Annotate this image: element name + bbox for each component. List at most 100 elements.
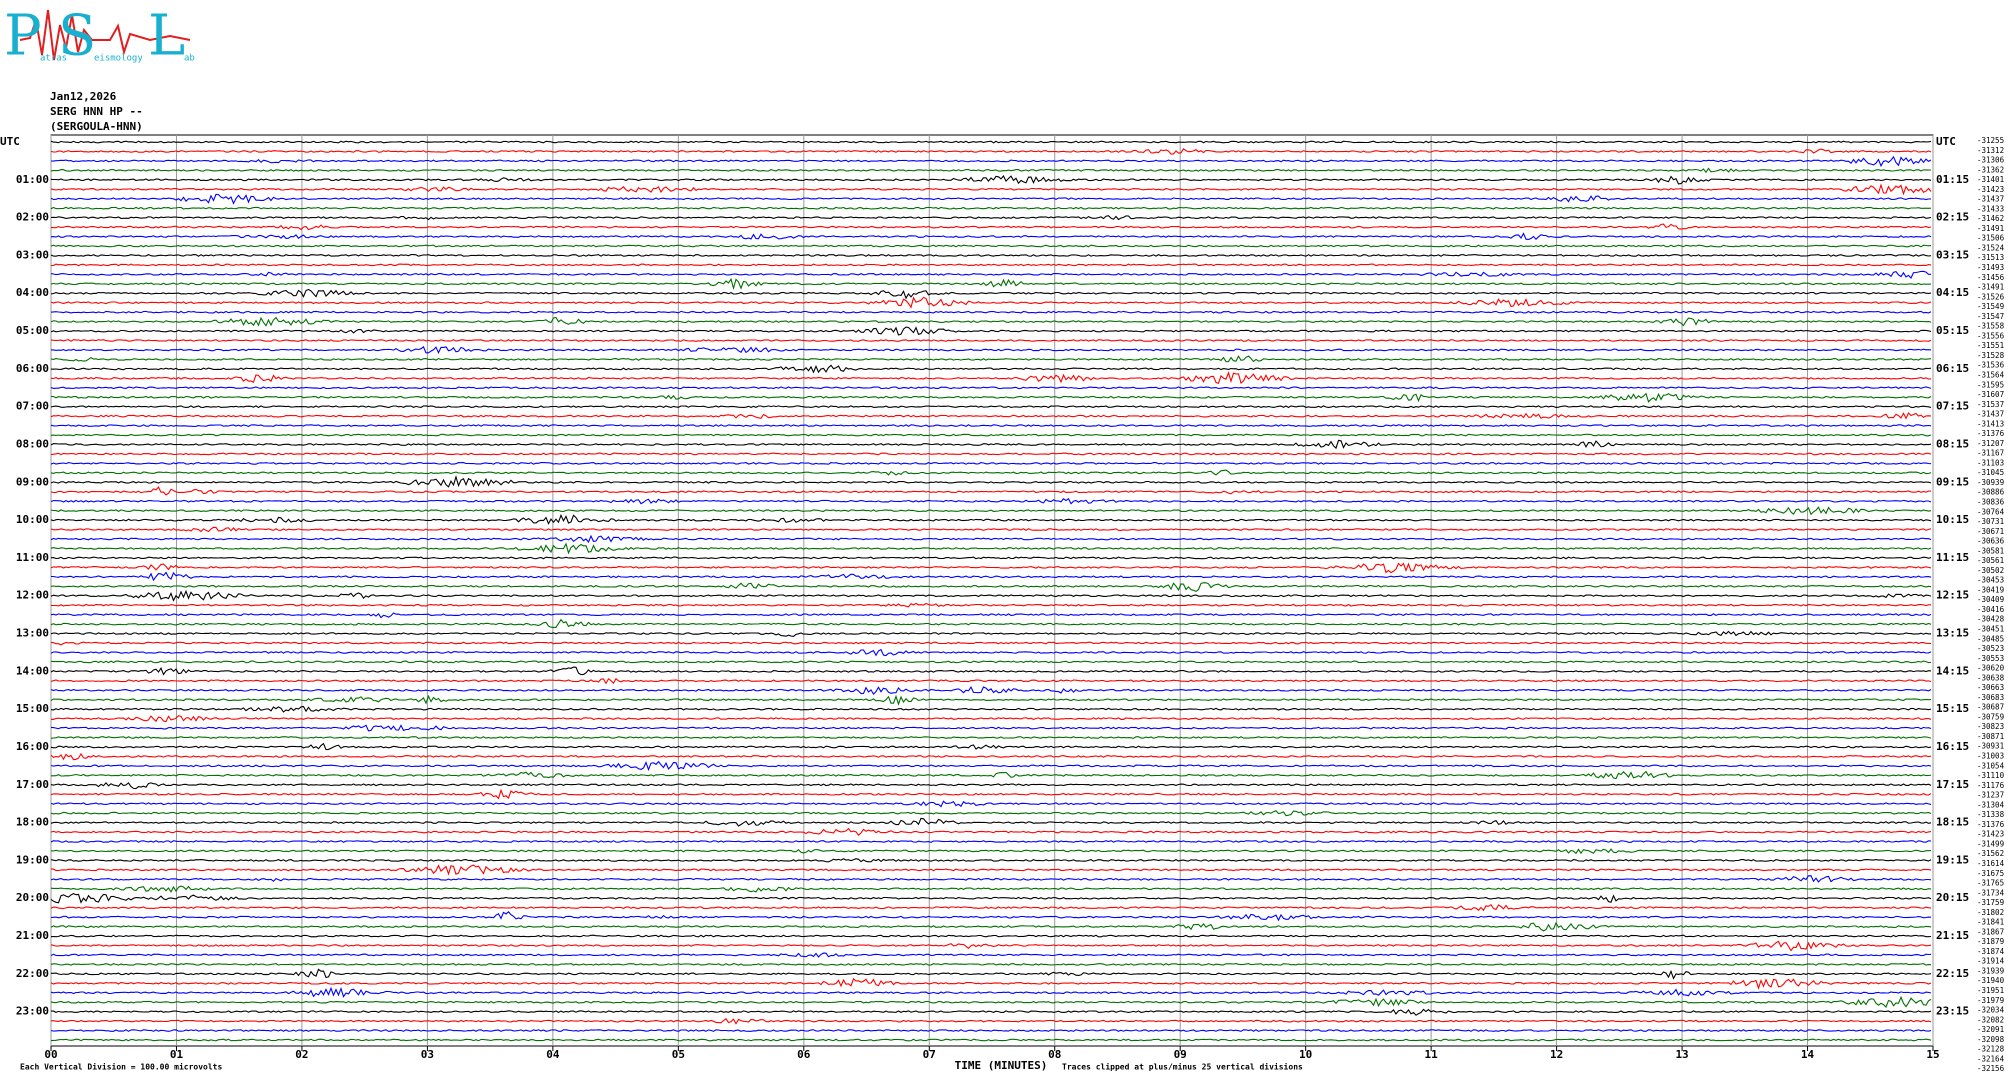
trace-offset-label: -31456 (1977, 273, 2005, 282)
header-station: (SERGOULA-HNN) (50, 120, 143, 133)
trace (50, 977, 1932, 990)
left-time-label: 12:00 (16, 589, 49, 602)
trace-offset-label: -31551 (1977, 341, 2004, 350)
trace-offset-label: -30663 (1977, 683, 2004, 692)
logo-letter: L (148, 4, 185, 69)
trace (51, 770, 1932, 780)
trace (50, 339, 1932, 342)
logo-letter: P (4, 4, 42, 69)
left-time-label: 01:00 (16, 173, 49, 186)
right-time-label: 18:15 (1936, 816, 1969, 829)
right-time-label: 19:15 (1936, 853, 1969, 866)
trace-offset-label: -31951 (1977, 986, 2004, 995)
trace (50, 486, 1932, 496)
trace-offset-label: -32091 (1977, 1025, 2004, 1034)
trace (50, 995, 1932, 1008)
trace (50, 452, 1932, 456)
right-time-label: 15:15 (1936, 702, 1969, 715)
trace (50, 206, 1932, 210)
trace (50, 371, 1932, 385)
right-time-label: 01:15 (1936, 173, 1969, 186)
left-time-label: 07:00 (16, 400, 49, 413)
trace-offset-label: -31423 (1977, 185, 2004, 194)
trace (50, 556, 1932, 560)
trace (50, 562, 1932, 574)
trace (50, 310, 1932, 314)
trace-offset-label: -30823 (1977, 722, 2004, 731)
trace (50, 752, 1932, 761)
left-time-label: 10:00 (16, 513, 49, 526)
right-time-label: 07:15 (1936, 400, 1969, 413)
trace-offset-label: -31528 (1977, 351, 2005, 360)
trace (50, 641, 1932, 646)
x-tick-label: 08 (1048, 1048, 1061, 1061)
trace (50, 183, 1932, 196)
x-tick-label: 12 (1550, 1048, 1563, 1061)
trace-offset-label: -31549 (1977, 302, 2004, 311)
trace (50, 1018, 1932, 1025)
trace (51, 864, 1932, 876)
x-tick-label: 10 (1299, 1048, 1312, 1061)
trace-offset-label: -31499 (1977, 839, 2004, 848)
trace-offset-label: -32128 (1977, 1045, 2005, 1054)
trace-offset-label: -31547 (1977, 312, 2004, 321)
trace-offset-label: -31003 (1977, 752, 2004, 761)
trace-offset-label: -31167 (1977, 449, 2004, 458)
header-date: Jan12,2026 (50, 90, 117, 103)
trace-offset-label: -32098 (1977, 1035, 2005, 1044)
trace (50, 952, 1932, 958)
x-tick-label: 04 (546, 1048, 560, 1061)
trace-offset-label: -30636 (1977, 537, 2005, 546)
trace (50, 940, 1932, 952)
right-time-label: 08:15 (1936, 437, 1969, 450)
right-time-label: 04:15 (1936, 286, 1969, 299)
clip-note: Traces clipped at plus/minus 25 vertical… (1062, 1062, 1303, 1072)
trace (50, 364, 1932, 374)
trace (50, 875, 1932, 883)
x-tick-label: 01 (170, 1048, 184, 1061)
logo-squiggle (19, 9, 191, 61)
trace (50, 612, 1932, 619)
trace-offset-label: -30428 (1977, 615, 2005, 624)
trace-offset-label: -31675 (1977, 869, 2004, 878)
right-time-label: 03:15 (1936, 248, 1969, 261)
trace-offset-label: -31376 (1977, 429, 2005, 438)
trace (50, 232, 1932, 240)
trace-offset-label: -31491 (1977, 283, 2004, 292)
left-time-label: 04:00 (16, 286, 49, 299)
right-time-label: 09:15 (1936, 475, 1969, 488)
trace (50, 253, 1932, 257)
right-time-label: 17:15 (1936, 778, 1969, 791)
trace (50, 386, 1932, 390)
trace (50, 724, 1932, 732)
trace-offset-label: -30561 (1977, 556, 2004, 565)
traces (50, 140, 1932, 1042)
right-time-label: 10:15 (1936, 513, 1969, 526)
trace (50, 962, 1932, 966)
trace (50, 1038, 1932, 1042)
trace (50, 288, 1932, 300)
trace (50, 582, 1932, 593)
trace-offset-label: -31462 (1977, 214, 2004, 223)
left-time-label: 17:00 (16, 778, 49, 791)
scale-note: Each Vertical Division = 100.00 microvol… (20, 1062, 222, 1072)
trace-offset-label: -30416 (1977, 605, 2005, 614)
trace-offset-label: -30553 (1977, 654, 2004, 663)
left-time-label: 14:00 (16, 664, 49, 677)
x-tick-label: 13 (1675, 1048, 1688, 1061)
trace (50, 167, 1932, 174)
trace-offset-label: -30581 (1977, 546, 2004, 555)
trace-offset-label: -30687 (1977, 703, 2004, 712)
right-time-label: 20:15 (1936, 891, 1969, 904)
trace-offset-label: -30453 (1977, 576, 2004, 585)
x-axis-label: TIME (MINUTES) (955, 1059, 1048, 1072)
trace (50, 405, 1932, 409)
left-time-label: 16:00 (16, 740, 49, 753)
logo-letter: S (58, 4, 96, 69)
trace-offset-label: -32082 (1977, 1015, 2004, 1024)
trace (50, 760, 1932, 772)
trace-offset-label: -31879 (1977, 937, 2004, 946)
trace-offset-label: -30502 (1977, 566, 2004, 575)
trace-offset-label: -30939 (1977, 478, 2004, 487)
